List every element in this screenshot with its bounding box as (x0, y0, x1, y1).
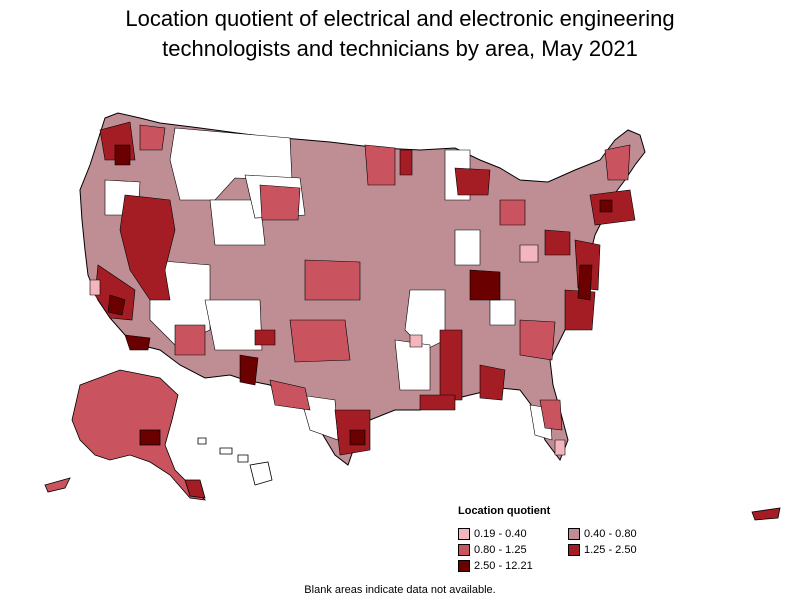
legend-item: 0.19 - 0.40 (458, 527, 568, 541)
legend-swatch (568, 528, 580, 540)
legend-item: 2.50 - 12.21 (458, 559, 568, 573)
area-polygons (89, 121, 636, 456)
title-line-1: Location quotient of electrical and elec… (125, 6, 675, 31)
puerto-rico (751, 507, 781, 521)
legend-swatch (568, 544, 580, 556)
legend-label: 0.80 - 1.25 (474, 544, 527, 556)
legend-grid: 0.19 - 0.40 0.40 - 0.80 0.80 - 1.25 1.25… (458, 527, 698, 573)
legend-label: 1.25 - 2.50 (584, 544, 637, 556)
legend-label: 0.40 - 0.80 (584, 528, 637, 540)
map-title: Location quotient of electrical and elec… (0, 4, 800, 64)
title-line-2: technologists and technicians by area, M… (162, 36, 638, 61)
hawaii (197, 437, 273, 486)
legend-title: Location quotient (458, 505, 551, 517)
legend-label: 2.50 - 12.21 (474, 560, 533, 572)
alaska (44, 369, 207, 501)
legend-swatch (458, 544, 470, 556)
footnote: Blank areas indicate data not available. (304, 584, 496, 596)
legend-label: 0.19 - 0.40 (474, 528, 527, 540)
legend-swatch (458, 528, 470, 540)
legend: Location quotient 0.19 - 0.40 0.40 - 0.8… (458, 505, 698, 573)
legend-swatch (458, 560, 470, 572)
legend-item: 1.25 - 2.50 (568, 543, 678, 557)
legend-item: 0.40 - 0.80 (568, 527, 678, 541)
legend-item: 0.80 - 1.25 (458, 543, 568, 557)
